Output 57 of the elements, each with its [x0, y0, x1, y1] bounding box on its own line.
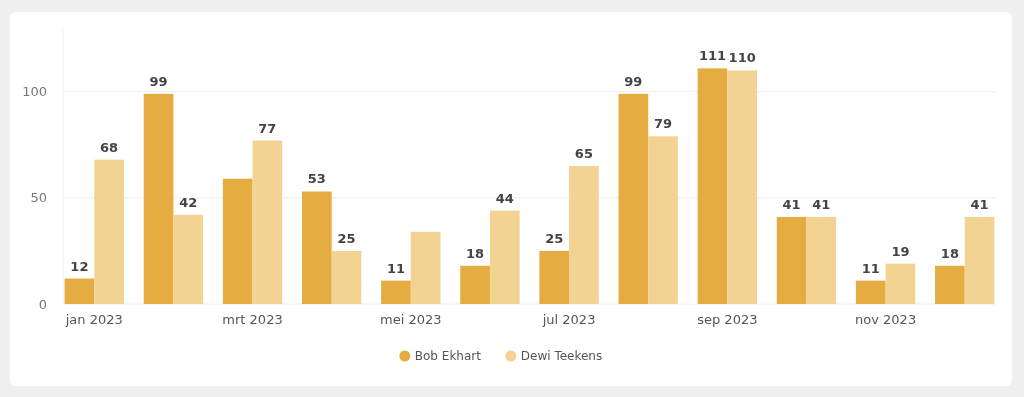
data-label: 65 — [574, 146, 593, 161]
bar — [648, 136, 678, 304]
bar — [885, 263, 916, 304]
data-label: 42 — [179, 194, 198, 210]
bar — [252, 140, 283, 304]
bar — [143, 93, 174, 304]
data-label: 68 — [100, 139, 119, 155]
data-label: 11 — [386, 260, 406, 276]
data-label: 99 — [624, 73, 643, 89]
x-tick-label: mrt 2023 — [222, 312, 283, 327]
legend-label: Dewi Teekens — [520, 349, 603, 364]
data-label: 110 — [728, 50, 756, 66]
bar — [381, 280, 411, 304]
data-label: 25 — [337, 230, 356, 246]
data-label: 19 — [891, 243, 910, 259]
bar — [855, 280, 886, 304]
bar — [618, 93, 649, 304]
data-label: 25 — [545, 230, 564, 246]
data-label: 77 — [258, 120, 277, 136]
data-label: 41 — [812, 196, 831, 212]
bar — [935, 265, 965, 304]
data-label: 11 — [861, 260, 880, 276]
bar — [489, 210, 520, 304]
bar — [301, 191, 332, 304]
bar — [331, 250, 362, 304]
x-tick-label: mei 2023 — [380, 312, 442, 327]
bar — [64, 278, 95, 304]
bar — [94, 159, 124, 304]
x-tick-label: sep 2023 — [697, 312, 758, 327]
data-label: 79 — [653, 116, 673, 132]
data-label: 12 — [70, 258, 89, 274]
bar — [173, 214, 204, 304]
data-label: 99 — [149, 73, 168, 89]
bar — [222, 178, 253, 304]
x-tick-label: jan 2023 — [64, 312, 123, 327]
y-tick-label: 100 — [22, 84, 47, 100]
data-label: 41 — [970, 196, 989, 212]
y-tick-label: 0 — [38, 296, 47, 312]
data-label: 44 — [495, 190, 514, 206]
x-tick-label: jul 2023 — [541, 312, 596, 327]
data-label: 41 — [782, 196, 801, 212]
bar — [806, 216, 837, 304]
data-label: 53 — [307, 171, 326, 187]
data-label: 18 — [466, 245, 485, 261]
bar — [727, 70, 758, 304]
bar — [697, 68, 728, 304]
x-tick-label: nov 2023 — [855, 312, 917, 327]
bar — [964, 216, 995, 304]
data-label: 111 — [698, 48, 727, 64]
data-label: 18 — [940, 245, 959, 261]
bar — [410, 231, 441, 304]
bar — [569, 166, 599, 304]
bar — [776, 216, 807, 304]
bar — [539, 250, 570, 304]
y-tick-label: 50 — [30, 190, 47, 206]
legend-label: Bob Ekhart — [414, 349, 482, 364]
bar — [460, 265, 490, 304]
